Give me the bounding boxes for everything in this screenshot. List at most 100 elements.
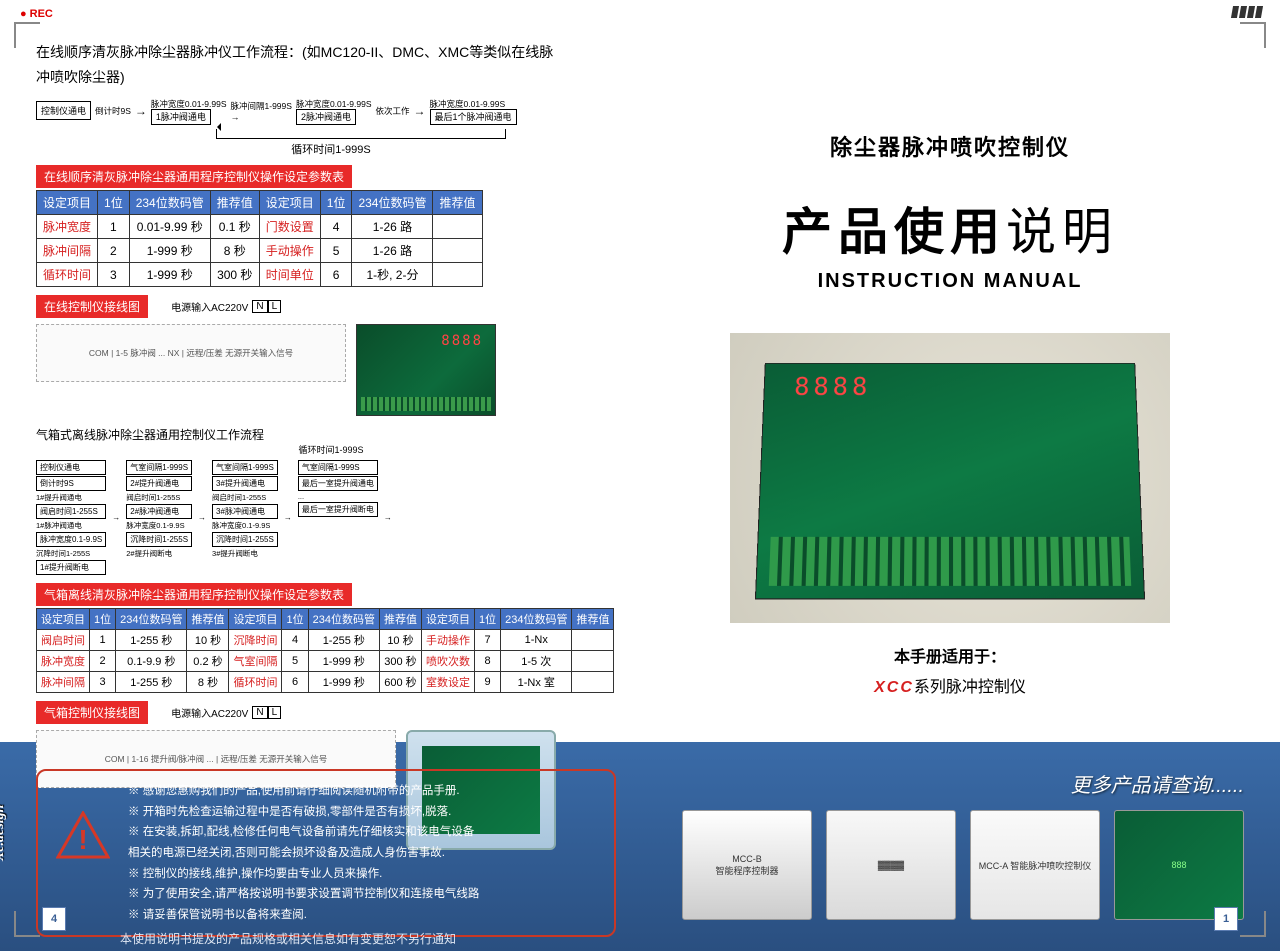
section-header: 在线控制仪接线图 — [36, 295, 148, 318]
flow-node: 沉降时间1-255S — [126, 532, 192, 547]
terminal-n: N — [252, 300, 267, 313]
flow-node: 最后一室提升阀断电 — [298, 502, 378, 517]
cell: 1 — [98, 215, 130, 239]
flow-diagram-1: 控制仪通电 倒计时9S → 脉冲宽度0.01-9.99S 1脉冲阀通电 脉冲间隔… — [36, 98, 626, 123]
cell: 气室间隔 — [229, 651, 282, 672]
section-header: 气箱离线清灰脉冲除尘器通用程序控制仪操作设定参数表 — [36, 583, 352, 606]
flow-node: 脉冲宽度0.1-9.9S — [212, 520, 278, 531]
flow-node: 阀启时间1-255S — [126, 492, 192, 503]
col-header: 推荐值 — [572, 609, 614, 630]
intro-line2: 冲喷吹除尘器) — [36, 69, 125, 85]
flow-node: 气室间隔1-999S — [298, 460, 378, 475]
cell: 门数设置 — [259, 215, 320, 239]
flow-node: 3#脉冲阀通电 — [212, 504, 278, 519]
param-table-2: 设定项目1位234位数码管推荐值设定项目1位234位数码管推荐值设定项目1位23… — [36, 608, 614, 693]
cell: 5 — [282, 651, 308, 672]
col-header: 234位数码管 — [352, 191, 433, 215]
corner-bracket — [1240, 22, 1266, 48]
warning-line: ※ 为了使用安全,请严格按说明书要求设置调节控制仪和连接电气线路 — [128, 884, 600, 905]
power-label: 电源输入AC220V NL — [171, 299, 281, 314]
warning-box: ! ※ 感谢您惠购我们的产品,使用前请仔细阅读随机附带的产品手册.※ 开箱时先检… — [36, 769, 616, 937]
terminal-n: N — [252, 706, 267, 719]
product-thumb: ▓▓▓▓ — [826, 810, 956, 920]
flow-label: 依次工作 — [376, 105, 410, 117]
cell: 8 秒 — [187, 672, 229, 693]
flow-node: 3#提升阀断电 — [212, 548, 278, 559]
wiring-diagram: COM | 1-5 脉冲阀 ... NX | 远程/压差 无源开关输入信号 — [36, 324, 346, 382]
cell: 3 — [90, 672, 116, 693]
cell: 循环时间 — [229, 672, 282, 693]
cell: 1 — [90, 630, 116, 651]
col-header: 1位 — [98, 191, 130, 215]
cell: 3 — [98, 263, 130, 287]
cell: 手动操作 — [259, 239, 320, 263]
flow-label: 脉冲宽度0.01-9.99S — [296, 99, 372, 109]
col-header: 设定项目 — [259, 191, 320, 215]
cell: 1-255 秒 — [116, 630, 187, 651]
flow-node: 气室间隔1-999S — [212, 460, 278, 475]
col-header: 234位数码管 — [308, 609, 379, 630]
cell: 10 秒 — [187, 630, 229, 651]
flow-node: 控制仪通电 — [36, 460, 106, 475]
flow-box: 最后1个脉冲阀通电 — [430, 109, 517, 125]
cell: 脉冲间隔 — [37, 239, 98, 263]
cell: 10 秒 — [379, 630, 421, 651]
cell — [433, 215, 482, 239]
arrow-icon: → — [135, 104, 147, 118]
cell: 9 — [474, 672, 500, 693]
product-thumb: MCC-B智能程序控制器 — [682, 810, 812, 920]
cell: 0.1 秒 — [210, 215, 259, 239]
flow-node: 3#提升阀通电 — [212, 476, 278, 491]
terminal-l: L — [268, 706, 282, 719]
cell: 0.01-9.99 秒 — [129, 215, 210, 239]
cell: 4 — [282, 630, 308, 651]
flow-node: 2#提升阀通电 — [126, 476, 192, 491]
cycle-label: 循环时间1-999S — [36, 141, 626, 157]
col-header: 234位数码管 — [501, 609, 572, 630]
col-header: 推荐值 — [433, 191, 482, 215]
pcb-photo-small — [356, 324, 496, 416]
power-text: 电源输入AC220V — [171, 299, 248, 314]
cell: 喷吹次数 — [421, 651, 474, 672]
brand-name: XCC — [874, 679, 914, 696]
col-header: 1位 — [320, 191, 352, 215]
right-page-cover: 除尘器脉冲喷吹控制仪 产品使用说明 INSTRUCTION MANUAL 888… — [680, 130, 1220, 697]
flow-node: 气室间隔1-999S — [126, 460, 192, 475]
cell: 手动操作 — [421, 630, 474, 651]
col-header: 234位数码管 — [116, 609, 187, 630]
cell: 300 秒 — [210, 263, 259, 287]
cell: 8 — [474, 651, 500, 672]
cell: 1-Nx — [501, 630, 572, 651]
rec-indicator: REC — [20, 8, 53, 20]
cell: 1-255 秒 — [116, 672, 187, 693]
cell: 7 — [474, 630, 500, 651]
section-subtitle: 气箱式离线脉冲除尘器通用控制仪工作流程 — [36, 426, 626, 443]
wiring-area-1: COM | 1-5 脉冲阀 ... NX | 远程/压差 无源开关输入信号 — [36, 324, 626, 416]
cell: 室数设定 — [421, 672, 474, 693]
col-header: 推荐值 — [379, 609, 421, 630]
cell: 沉降时间 — [229, 630, 282, 651]
product-thumb: MCC-A 智能脉冲喷吹控制仪 — [970, 810, 1100, 920]
power-label: 电源输入AC220V NL — [171, 705, 281, 720]
cover-english: INSTRUCTION MANUAL — [680, 270, 1220, 293]
flow-node: 阀启时间1-255S — [36, 504, 106, 519]
cell: 4 — [320, 215, 352, 239]
cell: 1-秒, 2-分 — [352, 263, 433, 287]
cell: 0.1-9.9 秒 — [116, 651, 187, 672]
cell — [433, 263, 482, 287]
terminal-l: L — [268, 300, 282, 313]
flow-node: 最后一室提升阀通电 — [298, 476, 378, 491]
flow-node: 1#提升阀通电 — [36, 492, 106, 503]
warning-icon: ! — [56, 811, 110, 859]
cell: 1-999 秒 — [308, 651, 379, 672]
cell: 1-Nx 室 — [501, 672, 572, 693]
cell: 1-26 路 — [352, 215, 433, 239]
flow-node: 2#提升阀断电 — [126, 548, 192, 559]
applies-label: 本手册适用于： — [680, 643, 1220, 667]
cell: 1-5 次 — [501, 651, 572, 672]
cell — [572, 630, 614, 651]
col-header: 设定项目 — [229, 609, 282, 630]
loop-arrow — [216, 129, 506, 139]
cell — [433, 239, 482, 263]
intro-text: 在线顺序清灰脉冲除尘器脉冲仪工作流程：(如MC120-II、DMC、XMC等类似… — [36, 40, 626, 90]
